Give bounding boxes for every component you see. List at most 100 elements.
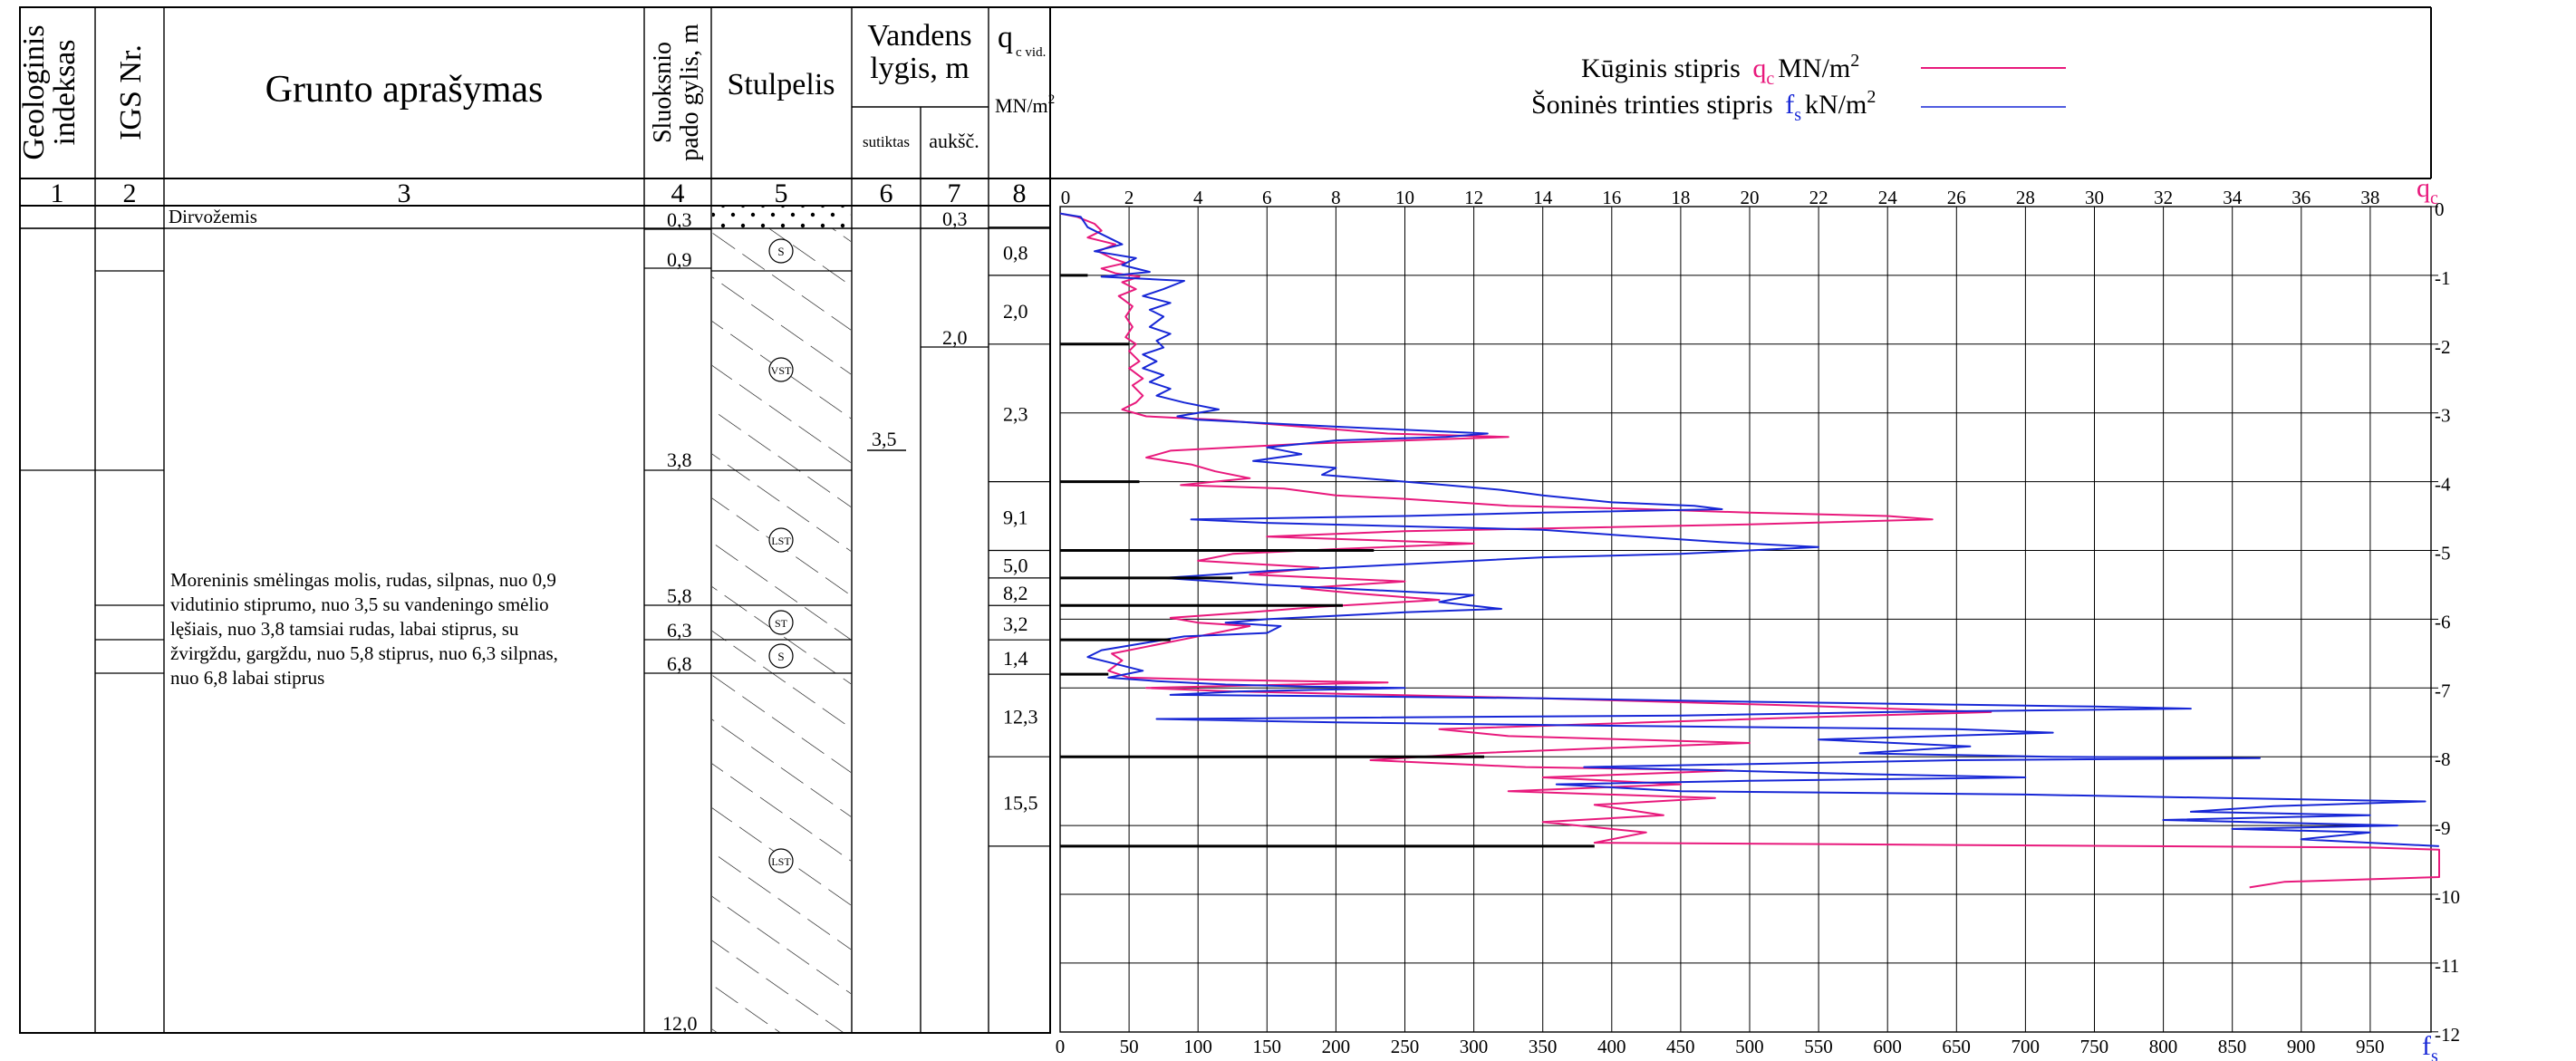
- lithology-symbol-3-label: LST: [771, 535, 791, 547]
- lithology-column: S VST LST ST S LST: [711, 207, 852, 1032]
- water-level-value: 2,0: [942, 326, 968, 349]
- qc-axis-title-sub: c: [2430, 188, 2438, 208]
- fs-tick-label: 900: [2287, 1036, 2316, 1057]
- qc-tick-label: 8: [1331, 187, 1341, 208]
- fs-tick-label: 850: [2218, 1036, 2247, 1057]
- header-grunto-aprasymas: Grunto aprašymas: [265, 69, 544, 111]
- qc-average-value: 3,2: [1003, 612, 1028, 635]
- water-level: 3,5 0,3 2,0: [867, 207, 989, 451]
- header-qc-symbol: q: [998, 21, 1013, 54]
- qc-tick-label: 12: [1464, 187, 1483, 208]
- lithology-symbol-3: LST: [768, 527, 794, 553]
- header-sluoksnio-line2: pado gylis, m: [676, 24, 704, 161]
- qc-tick-label: 36: [2291, 187, 2311, 208]
- fs-tick-label: 150: [1253, 1036, 1282, 1057]
- fs-axis-title-sub: s: [2431, 1047, 2438, 1061]
- legend-fs-label: Šoninės trinties stipris: [1531, 90, 1773, 120]
- fs-tick-label: 350: [1529, 1036, 1558, 1057]
- topsoil-description: Dirvožemis: [169, 206, 257, 227]
- column-number-7: 7: [948, 178, 961, 208]
- legend-qc-symbol: q: [1752, 53, 1766, 83]
- legend-qc: Kūginis stipris qc MN/m2: [1581, 51, 1859, 89]
- column-number-4: 4: [671, 178, 685, 208]
- header-lygis: lygis, m: [870, 52, 970, 85]
- qc-tick-label: 16: [1602, 187, 1621, 208]
- qc-tick-label: 24: [1878, 187, 1898, 208]
- table-headers: Geologinis indeksas IGS Nr. Grunto apraš…: [17, 19, 1055, 161]
- qc-tick-label: 6: [1262, 187, 1272, 208]
- depth-tick-label: -5: [2435, 543, 2451, 564]
- depth-label: 0,9: [667, 248, 692, 271]
- column-number-6: 6: [880, 178, 893, 208]
- cpt-chart: 0 2 4 6 8 10 12 14 16 18 20 22 24 26 28 30 32 34 36 38 0 50 1…: [1056, 173, 2460, 1061]
- header-qc-unit: MN/m2: [995, 92, 1055, 117]
- depth-label: 0,3: [667, 208, 692, 231]
- qc-tick-label: 18: [1671, 187, 1690, 208]
- header-qc-unit-base: MN/m: [995, 94, 1048, 117]
- column-number-3: 3: [398, 178, 411, 208]
- qc-tick-label: 34: [2223, 187, 2243, 208]
- column-number-1: 1: [51, 178, 64, 208]
- water-level-value: 0,3: [942, 207, 968, 230]
- lithology-symbol-6-label: LST: [771, 855, 791, 868]
- lithology-symbol-2-label: VST: [771, 364, 792, 377]
- lithology-symbol-4: ST: [768, 610, 794, 635]
- legend-fs-sub: s: [1794, 105, 1801, 125]
- qc-tick-label: 22: [1809, 187, 1828, 208]
- legend-qc-unit-sup: 2: [1850, 51, 1859, 71]
- lithology-symbol-6: LST: [768, 848, 794, 873]
- qc-axis-title: qc: [2417, 173, 2438, 208]
- header-sluoksnio-line1: Sluoksnio: [649, 42, 677, 143]
- depth-label: 3,8: [667, 449, 692, 471]
- qc-average-value: 2,3: [1003, 403, 1028, 426]
- description-line: vidutinio stiprumo, nuo 3,5 su vandening…: [170, 593, 549, 615]
- fs-tick-label: 600: [1873, 1036, 1902, 1057]
- qc-average-value: 8,2: [1003, 582, 1028, 604]
- qc-average-value: 12,3: [1003, 706, 1038, 728]
- chart-legend: Kūginis stipris qc MN/m2 Šoninės trinties…: [1531, 51, 2066, 125]
- qc-axis-title-symbol: q: [2417, 173, 2430, 203]
- layer-boundaries: [20, 227, 711, 674]
- header-geologinis-indeksas-line1: Geologinis: [17, 24, 51, 159]
- layer-depth-labels: 0,3 0,9 3,8 5,8 6,3 6,8 12,0: [662, 208, 698, 1035]
- depth-label: 6,8: [667, 652, 692, 675]
- qc-tick-label: 10: [1395, 187, 1414, 208]
- qc-average-column: 0,8 2,0 2,3 9,1 5,0 8,2 3,2 1,4 12,3 15,5: [989, 227, 1050, 847]
- qc-average-value: 9,1: [1003, 506, 1028, 529]
- fs-tick-label: 750: [2080, 1036, 2109, 1057]
- soil-descriptions: Dirvožemis Moreninis smėlingas molis, ru…: [169, 206, 558, 689]
- qc-average-value: 5,0: [1003, 555, 1028, 577]
- depth-tick-label: -4: [2435, 474, 2451, 496]
- qc-average-value: 15,5: [1003, 792, 1038, 815]
- lithology-symbol-1: S: [768, 238, 794, 264]
- fs-tick-label: 300: [1460, 1036, 1489, 1057]
- depth-tick-label: -12: [2435, 1024, 2460, 1046]
- qc-tick-label: 38: [2360, 187, 2379, 208]
- qc-average-marks: [1060, 274, 1595, 848]
- fs-tick-label: 400: [1597, 1036, 1626, 1057]
- qc-average-value: 1,4: [1003, 647, 1028, 670]
- legend-qc-sub: c: [1766, 69, 1774, 89]
- log-table: [19, 6, 2432, 1034]
- lithology-symbol-2: VST: [768, 357, 794, 382]
- description-line: nuo 6,8 labai stiprus: [170, 667, 324, 689]
- depth-tick-label: -1: [2435, 267, 2451, 289]
- qc-tick-label: 14: [1533, 187, 1553, 208]
- depth-axis-ticks: 0 -1 -2 -3 -4 -5 -6 -7 -8 -9 -10 -11 -12: [2431, 198, 2460, 1046]
- depth-tick-label: -11: [2435, 955, 2459, 977]
- legend-fs-unit-sup: 2: [1867, 87, 1876, 107]
- header-sutiktas: sutiktas: [863, 133, 910, 150]
- header-geologinis-indeksas-line2: indeksas: [48, 39, 82, 145]
- depth-tick-label: -7: [2435, 680, 2451, 701]
- header-igs-nr: IGS Nr.: [114, 44, 148, 140]
- fs-tick-label: 500: [1735, 1036, 1764, 1057]
- qc-tick-label: 30: [2085, 187, 2104, 208]
- column-number-5: 5: [775, 178, 788, 208]
- depth-label: 12,0: [662, 1012, 698, 1035]
- lithology-symbol-1-label: S: [777, 245, 784, 258]
- fs-tick-label: 450: [1666, 1036, 1695, 1057]
- fs-tick-label: 50: [1120, 1036, 1139, 1057]
- depth-label: 5,8: [667, 584, 692, 607]
- qc-tick-label: 28: [2016, 187, 2035, 208]
